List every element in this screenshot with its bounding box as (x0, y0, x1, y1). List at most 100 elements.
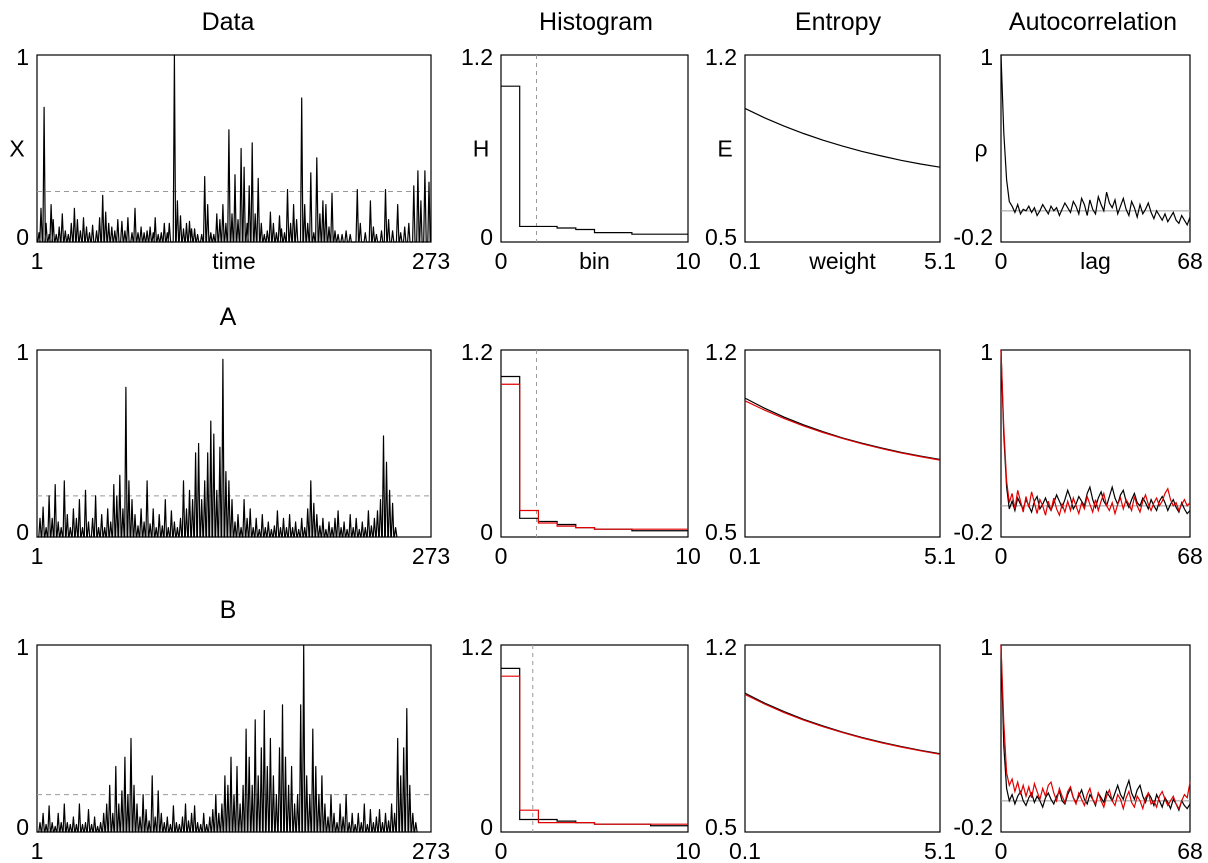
y-axis-label: H (473, 136, 490, 162)
y-tick-label: 1 (980, 634, 993, 660)
series-line-surrogate (744, 693, 941, 755)
series-line-original (37, 54, 431, 243)
panel-entropy-row-2: 1.2 0.50.1 5.1 (705, 634, 956, 863)
panel-entropy-row-0: 1.2 0.50.1 5.1 weight E (705, 44, 956, 274)
x-tick-label: 273 (412, 248, 450, 274)
series-line-original (37, 358, 398, 538)
plot-frame (500, 349, 689, 538)
y-tick-label: 1.2 (705, 634, 737, 660)
y-tick-label: 0 (480, 224, 493, 250)
x-tick-label: 1 (31, 248, 44, 274)
series-line-original (744, 107, 941, 168)
plot-frame (36, 644, 432, 833)
y-axis-label: E (717, 136, 732, 162)
y-tick-label: -0.2 (953, 224, 993, 250)
y-tick-label: 0.5 (705, 814, 737, 840)
series-line-original (37, 644, 418, 833)
x-tick-label: 5.1 (924, 838, 956, 863)
x-tick-label: 273 (412, 838, 450, 863)
plot-frame (744, 644, 941, 833)
x-tick-label: 10 (675, 838, 701, 863)
panel-data-row-2: 101 273 (16, 634, 450, 863)
series-line-original (744, 692, 941, 755)
x-axis-label: time (212, 248, 255, 274)
x-tick-label: 68 (1177, 543, 1203, 569)
series-line-surrogate (501, 383, 688, 530)
x-tick-label: 5.1 (924, 543, 956, 569)
series-line-original (1000, 54, 1191, 227)
y-tick-label: 1 (16, 44, 29, 70)
x-tick-label: 0 (495, 838, 508, 863)
plot-frame (744, 349, 941, 538)
y-tick-label: 1 (980, 339, 993, 365)
x-axis-label: lag (1080, 248, 1111, 274)
x-tick-label: 68 (1177, 838, 1203, 863)
x-axis-label: weight (808, 248, 876, 274)
x-tick-label: 0 (995, 543, 1008, 569)
x-tick-label: 1 (31, 543, 44, 569)
y-tick-label: 0.5 (705, 519, 737, 545)
plot-frame (1000, 644, 1191, 833)
series-line-original (501, 375, 688, 532)
y-tick-label: 1.2 (461, 634, 493, 660)
panel-autocorrelation-row-1: 1 -0.20 68 (953, 339, 1202, 569)
panel-autocorrelation-row-2: 1 -0.20 68 (953, 634, 1202, 863)
y-tick-label: 1.2 (705, 339, 737, 365)
x-tick-label: 0.1 (729, 838, 761, 863)
panel-data-row-1: 101 273 (16, 339, 450, 569)
x-tick-label: 0 (495, 248, 508, 274)
panel-autocorrelation-row-0: 1 -0.20 68 lag ρ (953, 44, 1202, 274)
series-line-surrogate (1000, 349, 1191, 518)
y-tick-label: 1 (16, 634, 29, 660)
plot-frame (500, 644, 689, 833)
y-tick-label: -0.2 (953, 519, 993, 545)
x-tick-label: 10 (675, 543, 701, 569)
x-tick-label: 0 (995, 248, 1008, 274)
y-axis-label: ρ (974, 136, 987, 162)
y-tick-label: 0 (16, 814, 29, 840)
y-tick-label: 1.2 (461, 339, 493, 365)
y-tick-label: 1.2 (705, 44, 737, 70)
x-tick-label: 1 (31, 838, 44, 863)
x-tick-label: 273 (412, 543, 450, 569)
x-tick-label: 10 (675, 248, 701, 274)
y-tick-label: 0.5 (705, 224, 737, 250)
row-title-a: A (220, 303, 237, 331)
y-tick-label: -0.2 (953, 814, 993, 840)
plot-frame (1000, 349, 1191, 538)
x-tick-label: 68 (1177, 248, 1203, 274)
y-tick-label: 0 (16, 224, 29, 250)
plot-frame (1000, 54, 1191, 243)
series-line-original (501, 85, 688, 235)
series-line-surrogate (744, 400, 941, 461)
x-tick-label: 0.1 (729, 543, 761, 569)
y-axis-label: X (9, 136, 24, 162)
x-tick-label: 0 (495, 543, 508, 569)
series-line-original (1000, 644, 1191, 812)
series-line-original (501, 667, 688, 827)
x-tick-label: 0.1 (729, 248, 761, 274)
series-line-surrogate (501, 675, 688, 825)
series-line-surrogate (1000, 644, 1191, 811)
x-tick-label: 5.1 (924, 248, 956, 274)
y-tick-label: 1 (980, 44, 993, 70)
panel-histogram-row-1: 1.2 00 10 (461, 339, 701, 569)
panel-histogram-row-0: 1.2 00 10 bin H (461, 44, 701, 274)
x-tick-label: 0 (995, 838, 1008, 863)
x-axis-label: bin (579, 248, 610, 274)
plot-frame (500, 54, 689, 243)
y-tick-label: 0 (480, 814, 493, 840)
column-title-data: Data (202, 8, 255, 36)
series-line-original (1000, 349, 1191, 515)
column-title-histogram: Histogram (539, 8, 653, 36)
row-title-b: B (220, 596, 237, 624)
series-line-original (744, 397, 941, 461)
column-title-autocorrelation: Autocorrelation (1009, 8, 1177, 36)
panel-entropy-row-1: 1.2 0.50.1 5.1 (705, 339, 956, 569)
y-tick-label: 1.2 (461, 44, 493, 70)
y-tick-label: 0 (480, 519, 493, 545)
y-tick-label: 0 (16, 519, 29, 545)
